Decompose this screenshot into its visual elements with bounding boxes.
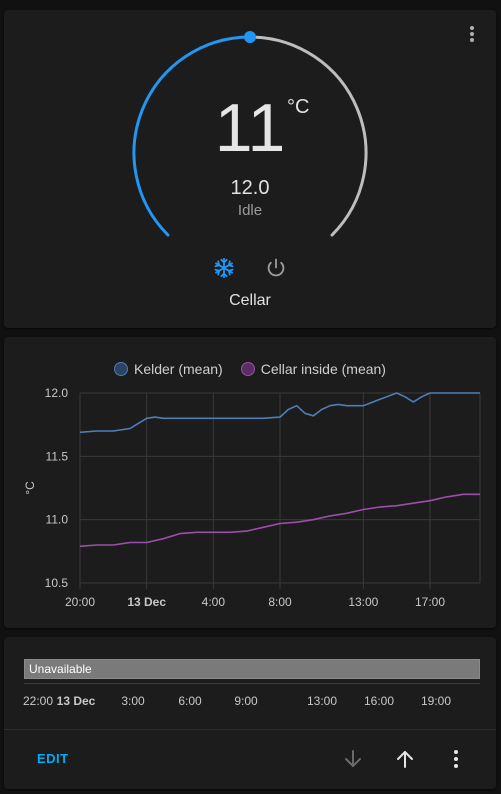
- timeline-tick: 13 Dec: [56, 694, 96, 708]
- target-temperature: 12.0: [230, 177, 270, 199]
- x-tick-label: 8:00: [268, 595, 292, 609]
- legend-label-cellar-inside: Cellar inside (mean): [260, 361, 386, 377]
- history-graph-card: Kelder (mean) Cellar inside (mean) 12.0 1…: [4, 337, 496, 628]
- thermostat-card: 11 °C 12.0 Idle Cellar: [4, 10, 496, 328]
- timeline-state-bar[interactable]: Unavailable: [24, 659, 480, 679]
- series-line-kelder[interactable]: [79, 392, 480, 434]
- chart-legend: Kelder (mean) Cellar inside (mean): [4, 361, 496, 377]
- y-tick-label: 11.0: [46, 513, 69, 527]
- target-temp-slider-handle[interactable]: [244, 31, 256, 43]
- more-vert-icon: [470, 26, 474, 42]
- legend-swatch-kelder: [114, 362, 128, 376]
- timeline-tick: 16:00: [363, 694, 395, 708]
- thermostat-more-button[interactable]: [458, 20, 486, 48]
- legend-item-cellar-inside[interactable]: Cellar inside (mean): [240, 361, 386, 377]
- card-options-button[interactable]: [441, 744, 471, 774]
- legend-label-kelder: Kelder (mean): [134, 361, 223, 377]
- move-down-button[interactable]: [338, 744, 368, 774]
- timeline-tick: 22:00: [22, 694, 54, 708]
- timeline-tick: 6:00: [178, 694, 202, 708]
- arrow-down-icon: [345, 750, 361, 767]
- dial-inactive-arc: [248, 35, 368, 237]
- hvac-action-status: Idle: [237, 202, 263, 219]
- edit-button[interactable]: EDIT: [37, 751, 69, 766]
- timeline-axis: [24, 683, 480, 684]
- series-line-cellar-inside[interactable]: [79, 493, 480, 548]
- x-tick-label: 4:00: [202, 595, 226, 609]
- x-tick-label: 17:00: [415, 595, 445, 609]
- timeline-state-label: Unavailable: [29, 662, 92, 676]
- cool-mode-button[interactable]: [209, 253, 239, 283]
- thermostat-name: Cellar: [229, 292, 271, 309]
- snowflake-icon: [214, 257, 234, 279]
- more-vert-icon: [454, 750, 458, 768]
- legend-item-kelder[interactable]: Kelder (mean): [114, 361, 223, 377]
- y-axis-label: °C: [23, 481, 37, 495]
- move-up-button[interactable]: [390, 744, 420, 774]
- temperature-unit: °C: [287, 96, 310, 118]
- y-tick-label: 10.5: [45, 576, 69, 590]
- history-line-chart[interactable]: 12.0 11.5 11.0 10.5 20:00 13 Dec 4:00 8:00 13:00…: [4, 337, 496, 628]
- card-actions-divider: [4, 729, 496, 730]
- legend-swatch-cellar-inside: [240, 362, 255, 376]
- y-tick-label: 11.5: [46, 449, 69, 463]
- x-tick-label: 13:00: [348, 595, 378, 609]
- timeline-tick: 13:00: [306, 694, 338, 708]
- timeline-card: Unavailable 22:00 13 Dec 3:00 6:00 9:00 …: [4, 637, 496, 789]
- timeline-tick: 9:00: [234, 694, 258, 708]
- x-tick-label: 13 Dec: [127, 595, 166, 609]
- timeline-tick: 3:00: [121, 694, 145, 708]
- timeline-tick: 19:00: [420, 694, 452, 708]
- off-mode-button[interactable]: [261, 253, 291, 283]
- y-tick-label: 12.0: [45, 386, 69, 400]
- arrow-up-icon: [397, 751, 413, 768]
- dial-active-arc: [132, 35, 252, 237]
- x-tick-label: 20:00: [65, 595, 95, 609]
- power-icon: [267, 258, 285, 277]
- current-temperature: 11: [214, 90, 286, 166]
- thermostat-dial[interactable]: [4, 10, 496, 328]
